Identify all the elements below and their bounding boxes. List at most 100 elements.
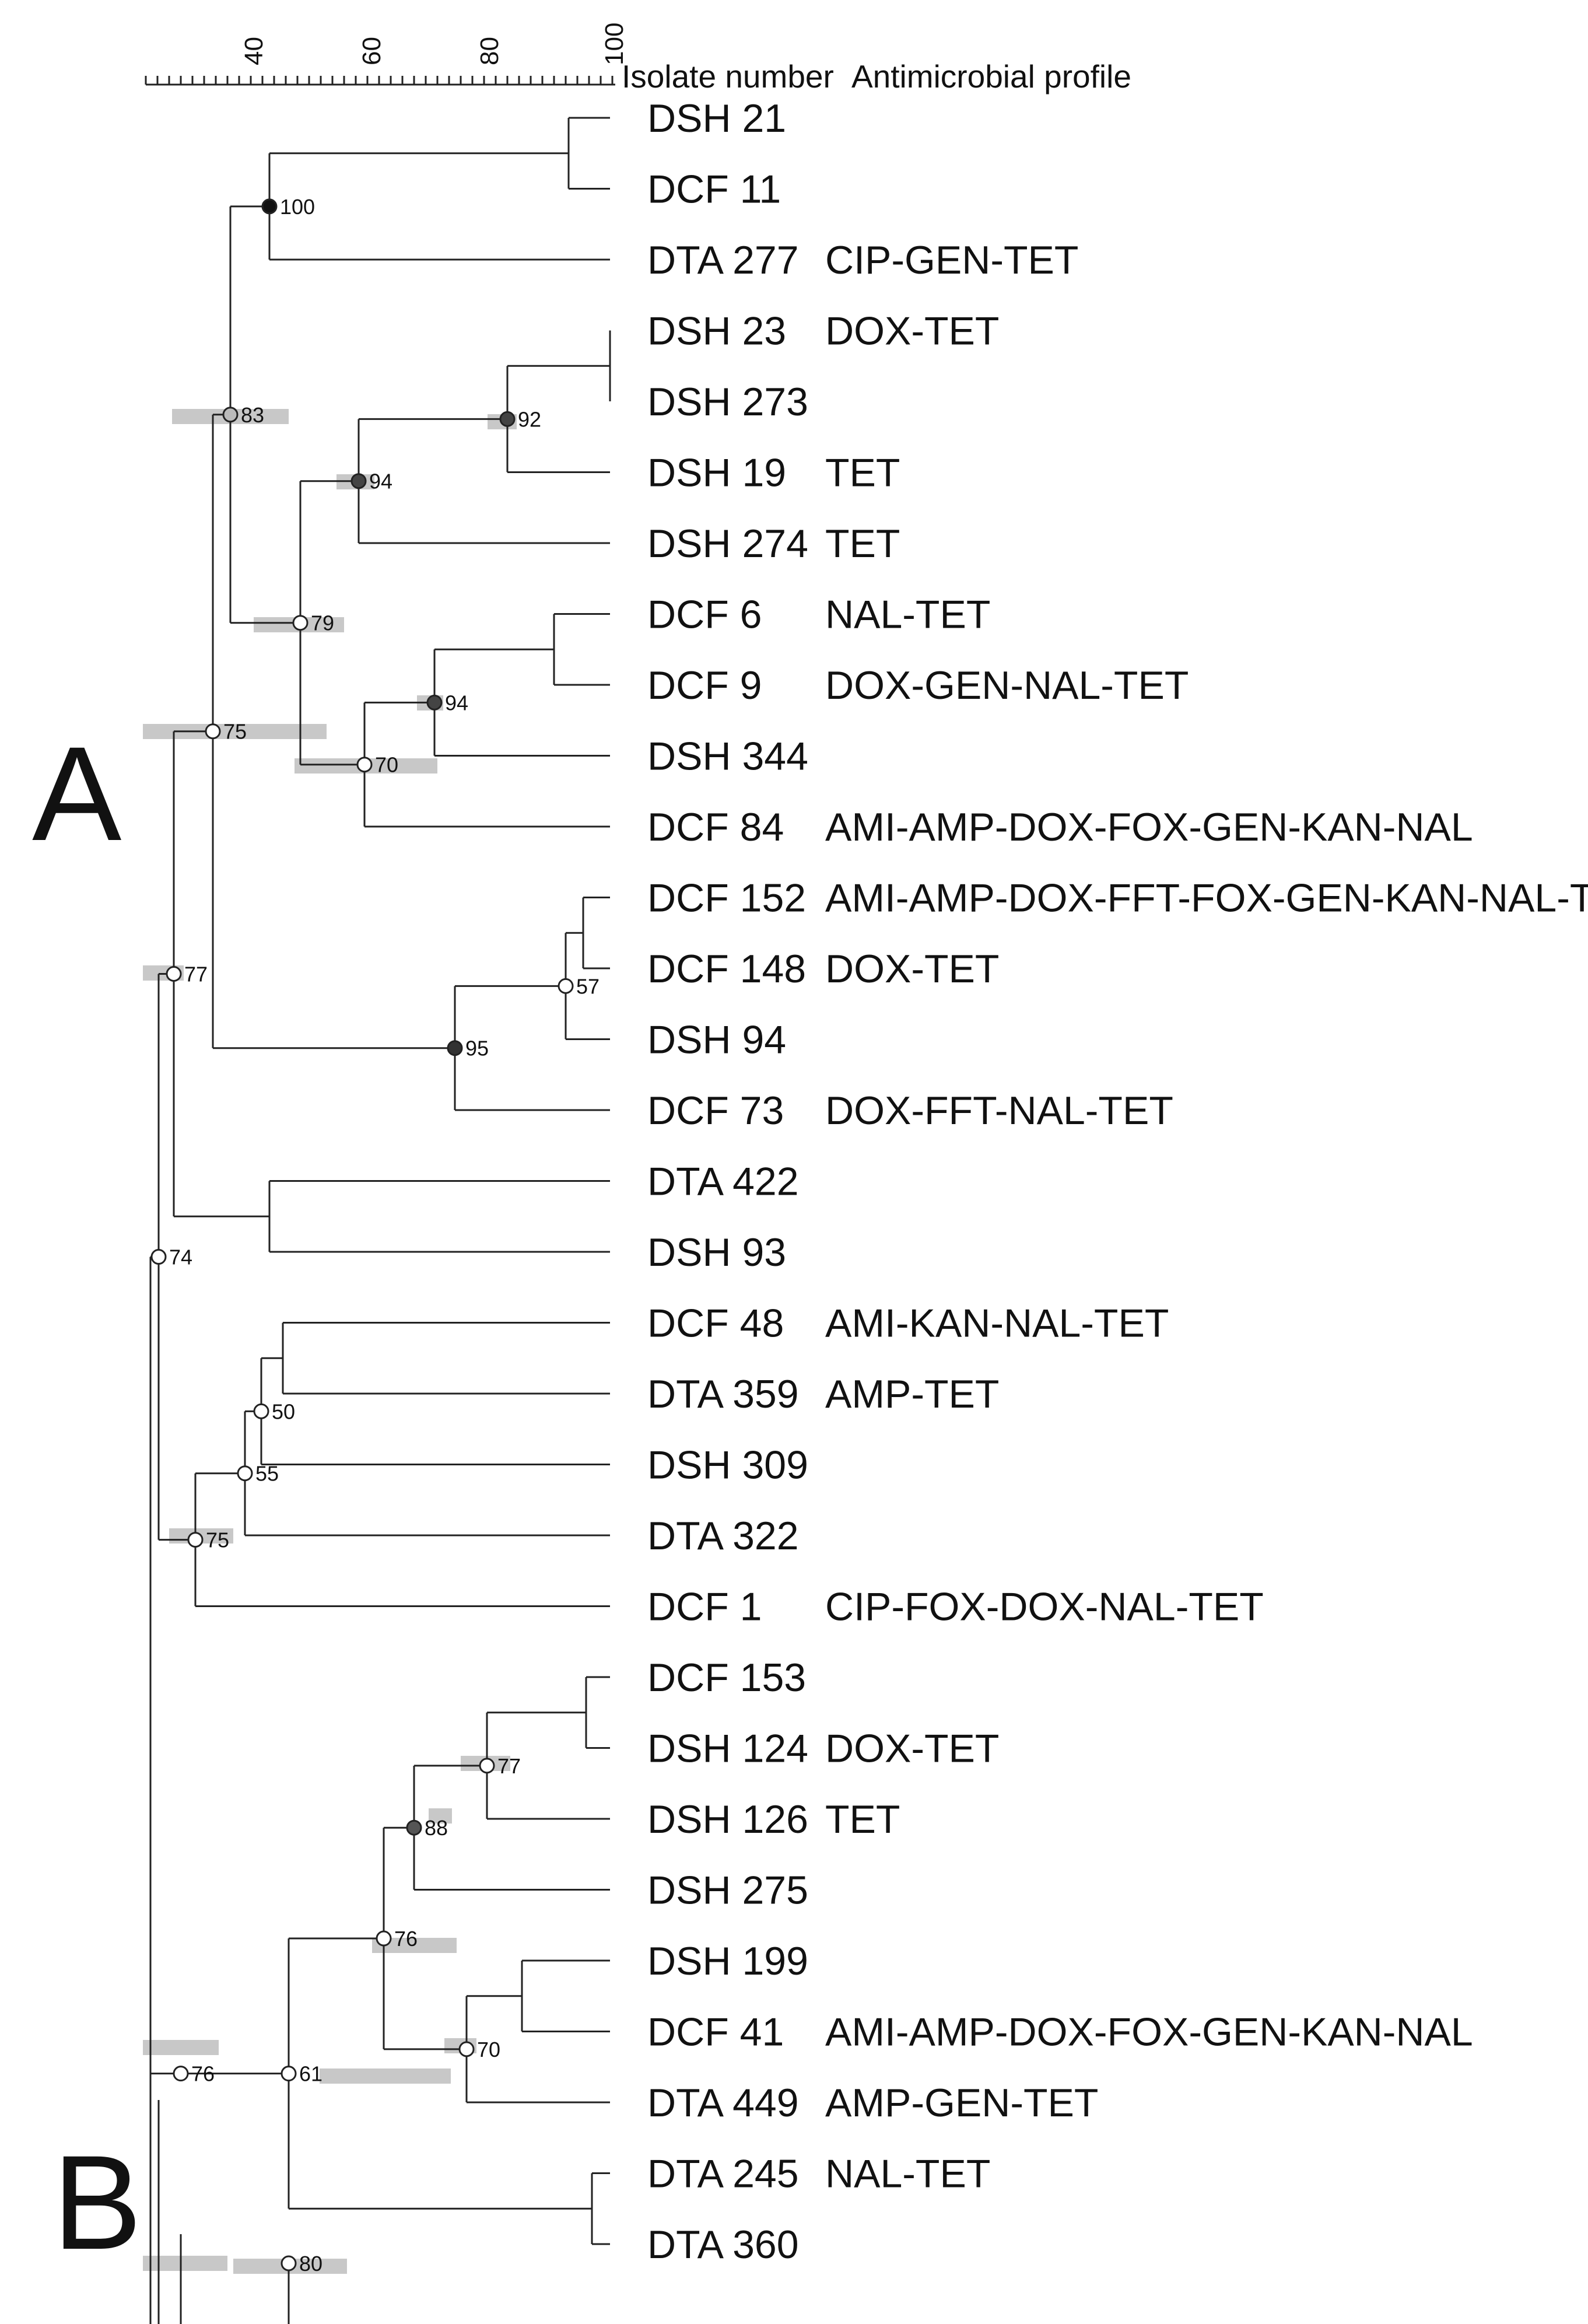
isolate-label: DSH 19 <box>647 451 786 495</box>
bootstrap-value: 57 <box>576 974 600 998</box>
bootstrap-node <box>376 1930 392 1947</box>
bootstrap-value: 94 <box>369 470 392 494</box>
isolate-label: DTA 422 <box>647 1160 799 1204</box>
isolate-label: DCF 153 <box>647 1656 806 1700</box>
bootstrap-value: 70 <box>477 2038 500 2062</box>
leaf-labels: DSH 21 DCF 11 DTA 277 CIP-GEN-TET DSH 23 DOX-… <box>647 96 1588 2267</box>
isolate-label: DSH 21 <box>647 96 786 141</box>
bootstrap-value: 75 <box>206 1528 229 1552</box>
bootstrap-value: 79 <box>311 611 334 635</box>
bootstrap-node <box>426 694 443 710</box>
antimicrobial-profile-label: NAL-TET <box>825 2152 990 2196</box>
isolate-label: DTA 322 <box>647 1514 799 1558</box>
bootstrap-node <box>356 757 373 773</box>
bootstrap-node <box>458 2041 475 2057</box>
bootstrap-node <box>406 1819 422 1836</box>
bootstrap-node <box>281 2255 297 2272</box>
isolate-label: DSH 124 <box>647 1727 808 1771</box>
confidence-bar <box>429 1808 452 1824</box>
tree-branches <box>149 117 611 2324</box>
antimicrobial-profile-label: AMI-AMP-DOX-FOX-GEN-KAN-NAL <box>825 2010 1473 2054</box>
isolate-label: DCF 148 <box>647 947 806 991</box>
bootstrap-value: 76 <box>191 2062 215 2086</box>
isolate-label: DCF 9 <box>647 663 762 708</box>
isolate-label: DTA 360 <box>647 2222 799 2267</box>
bootstrap-node <box>222 407 239 423</box>
isolate-label: DTA 449 <box>647 2081 799 2125</box>
bootstrap-node <box>479 1758 495 1774</box>
isolate-label: DSH 273 <box>647 380 808 424</box>
antimicrobial-profile-label: CIP-GEN-TET <box>825 238 1078 282</box>
bootstrap-value: 80 <box>299 2252 322 2276</box>
bootstrap-value: 50 <box>272 1399 295 1423</box>
bootstrap-node <box>187 1532 204 1548</box>
isolate-label: DCF 152 <box>647 876 806 921</box>
cluster-label-b: B <box>52 2127 142 2277</box>
cluster-label-a: A <box>32 719 121 869</box>
bootstrap-node <box>558 978 574 994</box>
antimicrobial-profile-label: TET <box>825 522 900 566</box>
antimicrobial-profile-label: AMI-AMP-DOX-FFT-FOX-GEN-KAN-NAL-TE <box>825 876 1588 921</box>
scale-minor-ticks <box>145 76 614 85</box>
bootstrap-node <box>166 965 182 982</box>
isolate-label: DCF 73 <box>647 1088 784 1133</box>
bootstrap-value: 94 <box>445 691 468 715</box>
antimicrobial-profile-label: AMP-GEN-TET <box>825 2081 1098 2125</box>
confidence-bar <box>320 2068 451 2084</box>
antimicrobial-profile-label: AMP-TET <box>825 1372 999 1416</box>
bootstrap-node <box>292 615 309 631</box>
isolate-label: DTA 245 <box>647 2152 799 2196</box>
isolate-label: DSH 126 <box>647 1797 808 1842</box>
bootstrap-node <box>350 473 367 489</box>
antimicrobial-profile-label: DOX-FFT-NAL-TET <box>825 1088 1173 1133</box>
isolate-label: DSH 199 <box>647 1939 808 1983</box>
bootstrap-value: 100 <box>280 195 315 219</box>
confidence-bar <box>143 2256 227 2271</box>
bootstrap-node <box>253 1403 269 1419</box>
bootstrap-node <box>281 2066 297 2082</box>
isolate-label: DSH 309 <box>647 1443 808 1488</box>
isolate-label: DTA 277 <box>647 238 799 282</box>
bootstrap-value: 92 <box>518 407 541 431</box>
isolate-label: DSH 23 <box>647 309 786 354</box>
isolate-label: DCF 11 <box>647 167 781 212</box>
isolate-label: DSH 94 <box>647 1018 786 1062</box>
antimicrobial-profile-label: DOX-TET <box>825 309 999 354</box>
bootstrap-value: 74 <box>169 1245 192 1269</box>
isolate-label: DSH 275 <box>647 1868 808 1913</box>
isolate-label: DCF 6 <box>647 593 762 637</box>
confidence-bars <box>143 409 517 2274</box>
scale-tick-label: 100 <box>600 23 629 65</box>
isolate-label: DSH 93 <box>647 1230 786 1275</box>
bootstrap-value: 88 <box>425 1816 448 1840</box>
confidence-bar <box>143 2040 219 2055</box>
antimicrobial-profile-label: AMI-KAN-NAL-TET <box>825 1301 1169 1346</box>
isolate-number-header: Isolate number <box>622 58 834 94</box>
bootstrap-node <box>447 1040 463 1056</box>
bootstrap-value: 76 <box>394 1927 418 1951</box>
antimicrobial-profile-header: Antimicrobial profile <box>851 58 1131 94</box>
bootstrap-value: 77 <box>184 962 208 986</box>
bootstrap-value: 75 <box>223 720 247 744</box>
isolate-label: DTA 359 <box>647 1372 799 1416</box>
antimicrobial-profile-label: CIP-FOX-DOX-NAL-TET <box>825 1585 1264 1629</box>
bootstrap-node <box>173 2066 189 2082</box>
scale-tick-label: 80 <box>475 37 504 65</box>
isolate-label: DSH 274 <box>647 522 808 566</box>
isolate-label: DCF 48 <box>647 1301 784 1346</box>
isolate-label: DSH 344 <box>647 734 808 779</box>
bootstrap-node <box>261 198 278 215</box>
bootstrap-value: 95 <box>465 1037 489 1060</box>
antimicrobial-profile-label: TET <box>825 451 900 495</box>
bootstrap-value: 55 <box>255 1462 279 1486</box>
similarity-scale: 40 60 80 100 <box>145 23 629 86</box>
antimicrobial-profile-label: TET <box>825 1797 900 1842</box>
antimicrobial-profile-label: AMI-AMP-DOX-FOX-GEN-KAN-NAL <box>825 805 1473 849</box>
isolate-label: DCF 84 <box>647 805 784 849</box>
scale-tick-label: 40 <box>240 37 268 65</box>
bootstrap-node <box>237 1465 253 1482</box>
antimicrobial-profile-label: DOX-TET <box>825 947 999 991</box>
bootstrap-node <box>499 411 516 427</box>
bootstrap-value: 77 <box>497 1754 521 1778</box>
antimicrobial-profile-label: DOX-GEN-NAL-TET <box>825 663 1189 708</box>
